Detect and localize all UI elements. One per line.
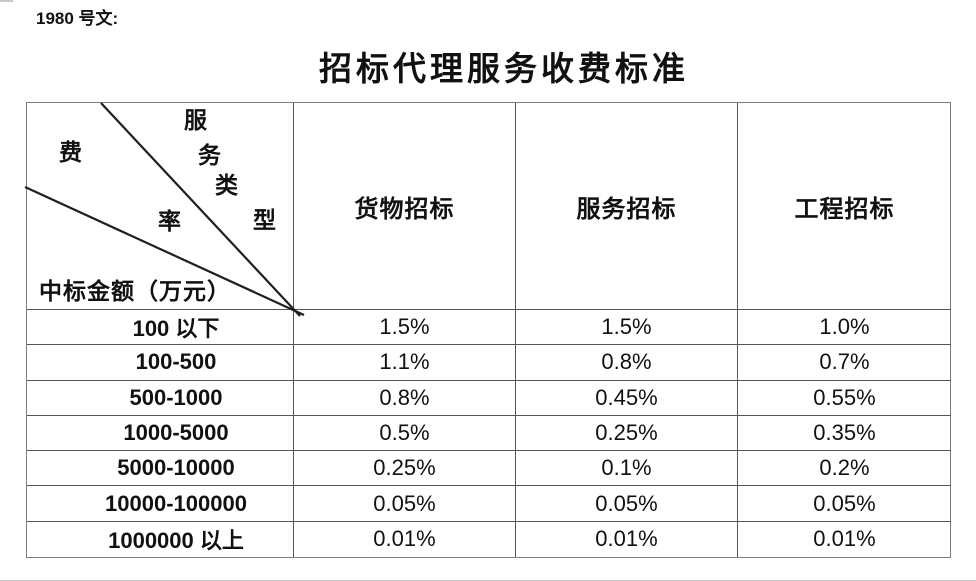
row-label: 100 以下	[27, 310, 294, 346]
corner-type-char: 务	[198, 143, 221, 168]
rate-cell: 0.01%	[813, 526, 876, 552]
row-label: 100-500	[27, 345, 294, 381]
rate-cell: 1.5%	[294, 310, 516, 346]
screen-edge-artifact	[0, 0, 13, 2]
corner-type-char: 类	[215, 173, 238, 198]
rate-cell: 0.35%	[738, 416, 951, 452]
rate-cell: 0.8%	[516, 345, 738, 381]
rate-cell: 0.45%	[516, 380, 738, 416]
rate-cell: 0.5%	[294, 415, 516, 452]
corner-rate-char: 费	[59, 140, 82, 165]
row-label: 10000-100000	[27, 486, 294, 522]
document-reference: 1980 号文:	[36, 9, 119, 28]
rate-cell: 0.01%	[516, 521, 738, 557]
page-title: 招标代理服务收费标准	[319, 52, 689, 88]
corner-type-char: 服	[184, 108, 207, 133]
column-header-services: 服务招标	[516, 103, 738, 310]
row-label: 5000-10000	[27, 451, 294, 487]
rate-cell: 0.05%	[738, 486, 951, 522]
rate-cell: 1.1%	[294, 345, 516, 381]
rate-cell: 1.0%	[738, 310, 951, 346]
column-header-engineering: 工程招标	[738, 103, 951, 310]
rate-cell: 0.25%	[516, 415, 738, 452]
rate-cell: 0.55%	[738, 381, 951, 416]
fee-standard-table: 服 务 类 型 费 率 中标金额（万元） 货物招标 服务招标 工程招标 100 …	[24, 102, 951, 558]
rate-cell: 0.1%	[516, 451, 738, 487]
diagonal-divider-lines	[24, 102, 305, 317]
rate-cell: 0.05%	[294, 486, 516, 522]
rate-cell: 1.5%	[516, 310, 738, 346]
rate-cell: 0.2%	[738, 451, 951, 487]
rate-cell: 0.7%	[738, 345, 951, 381]
corner-rate-char: 率	[158, 209, 181, 234]
row-label: 1000000 以上	[27, 521, 294, 557]
rate-cell: 0.05%	[516, 486, 738, 522]
diagonal-split-header-cell: 服 务 类 型 费 率 中标金额（万元）	[24, 102, 305, 317]
column-header-goods: 货物招标	[294, 103, 516, 310]
corner-type-char: 型	[253, 208, 276, 233]
rate-cell: 0.8%	[294, 380, 516, 416]
row-label: 500-1000	[27, 380, 294, 416]
rate-cell: 0.01%	[294, 521, 516, 557]
corner-amount-label: 中标金额（万元）	[39, 279, 231, 304]
rate-cell: 0.25%	[294, 451, 516, 487]
row-label: 1000-5000	[27, 415, 294, 452]
